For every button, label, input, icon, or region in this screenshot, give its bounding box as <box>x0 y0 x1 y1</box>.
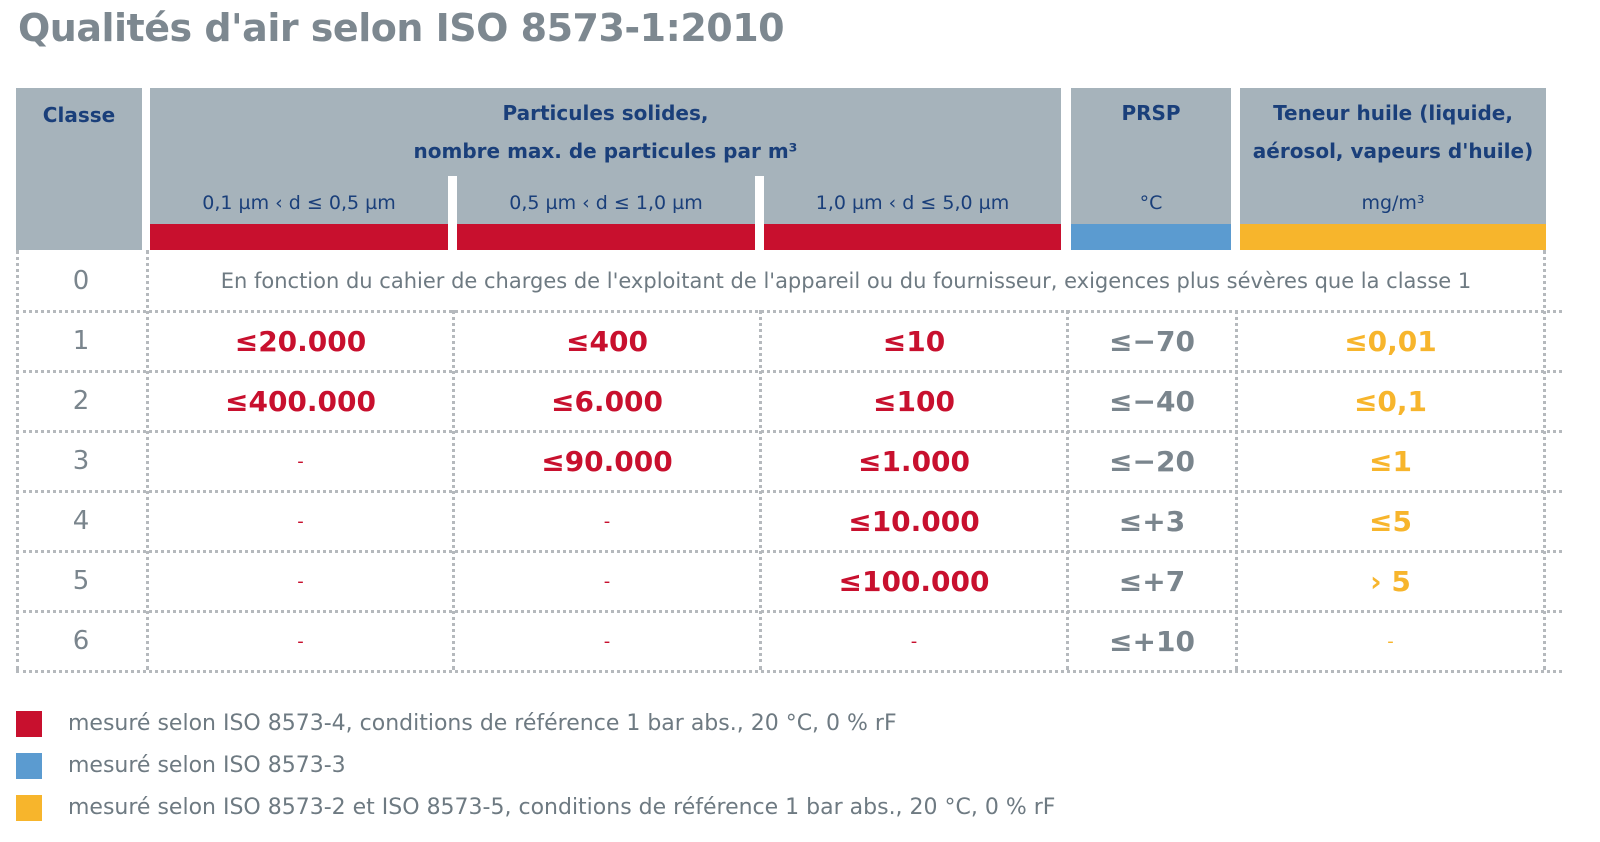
table-row-1-p3: ≤10 <box>882 324 946 358</box>
table-row-1-p2: ≤400 <box>566 324 648 358</box>
table-row-4-p2: - <box>603 510 611 532</box>
row0-classe: 0 <box>72 266 90 296</box>
table-row-2-p2: ≤6.000 <box>550 384 664 418</box>
table-row-4-prsp: ≤+3 <box>1118 504 1186 538</box>
table-row-5-p2: - <box>603 570 611 592</box>
table-row-1-classe: 1 <box>72 326 90 356</box>
grid-line-h3 <box>16 430 1562 433</box>
table-row-2-p1: ≤400.000 <box>225 384 376 418</box>
table-row-5-p1: - <box>297 570 304 592</box>
header-sub1-label: 0,1 µm ‹ d ≤ 0,5 µm <box>202 192 396 214</box>
legend-red-swatch <box>16 711 42 737</box>
grid-line-left <box>16 250 19 670</box>
table-row-5-p3: ≤100.000 <box>838 564 990 598</box>
table-row-6-p2: - <box>603 630 611 652</box>
grid-line-bottom <box>16 670 1562 673</box>
table-row-1-p1: ≤20.000 <box>234 324 367 358</box>
table-row-3-p2: ≤90.000 <box>541 444 673 478</box>
header-sub3: 1,0 µm ‹ d ≤ 5,0 µm <box>764 176 1061 224</box>
table-row-3-p1: - <box>297 450 304 472</box>
table-row-1-oil: ≤0,01 <box>1344 324 1437 358</box>
legend-blue-swatch <box>16 753 42 779</box>
legend-yellow-swatch <box>16 795 42 821</box>
header-classe: Classe <box>16 88 142 250</box>
grid-line-h5 <box>16 550 1562 553</box>
header-sub1: 0,1 µm ‹ d ≤ 0,5 µm <box>150 176 448 224</box>
page-title: Qualités d'air selon ISO 8573-1:2010 <box>18 6 785 50</box>
grid-line-classe <box>146 250 149 670</box>
grid-line-h2 <box>16 370 1562 373</box>
table-row-6-p3: - <box>910 630 918 652</box>
table-row-4-p3: ≤10.000 <box>848 504 980 538</box>
table-row-3-p3: ≤1.000 <box>857 444 971 478</box>
red-bar-1 <box>150 224 448 250</box>
yellow-bar <box>1240 224 1546 250</box>
table-row-6-prsp: ≤+10 <box>1109 624 1195 658</box>
table-row-2-oil: ≤0,1 <box>1353 384 1428 418</box>
header-sub2-label: 0,5 µm ‹ d ≤ 1,0 µm <box>509 192 703 214</box>
table-row-4-classe: 4 <box>72 506 90 536</box>
table-row-6-classe: 6 <box>72 626 90 656</box>
table-row-6-p1: - <box>297 630 304 652</box>
header-sub3-label: 1,0 µm ‹ d ≤ 5,0 µm <box>815 192 1010 214</box>
table-row-4-p1: - <box>297 510 304 532</box>
table-row-3-classe: 3 <box>72 446 90 476</box>
table-row-5-classe: 5 <box>72 566 90 596</box>
header-oil-line1: Teneur huile (liquide, <box>1273 101 1513 125</box>
table-row-2-classe: 2 <box>72 386 90 416</box>
legend-blue-text: mesuré selon ISO 8573-3 <box>68 753 346 778</box>
header-particles-line1: Particules solides, <box>502 101 709 125</box>
table-row-6-oil: - <box>1387 630 1394 652</box>
red-bar-3 <box>764 224 1061 250</box>
grid-line-h6 <box>16 610 1562 613</box>
row0-text: En fonction du cahier de charges de l'ex… <box>220 269 1472 293</box>
header-oil: Teneur huile (liquide, aérosol, vapeurs … <box>1240 88 1546 224</box>
grid-line-h1 <box>16 310 1562 313</box>
header-sub2: 0,5 µm ‹ d ≤ 1,0 µm <box>457 176 755 224</box>
table-row-5-prsp: ≤+7 <box>1118 564 1186 598</box>
grid-line-h4 <box>16 490 1562 493</box>
table-row-4-oil: ≤5 <box>1369 504 1412 538</box>
header-prsp-unit: °C <box>1139 192 1163 214</box>
table-row-3-oil: ≤1 <box>1369 444 1412 478</box>
table-row-3-prsp: ≤−20 <box>1109 444 1195 478</box>
header-oil-unit: mg/m³ <box>1361 192 1425 214</box>
header-oil-line2: aérosol, vapeurs d'huile) <box>1252 139 1534 163</box>
red-bar-2 <box>457 224 755 250</box>
table-row-2-p3: ≤100 <box>873 384 955 418</box>
header-prsp: PRSP °C <box>1071 88 1231 224</box>
table-row-5-oil: › 5 <box>1370 564 1411 598</box>
grid-line-right <box>1543 250 1546 670</box>
legend-red-text: mesuré selon ISO 8573-4, conditions de r… <box>68 711 897 736</box>
table-row-2-prsp: ≤−40 <box>1109 384 1195 418</box>
header-particles-line2: nombre max. de particules par m³ <box>413 139 798 163</box>
header-classe-label: Classe <box>42 103 116 127</box>
header-particles: Particules solides, nombre max. de parti… <box>150 88 1061 176</box>
blue-bar <box>1071 224 1231 250</box>
header-prsp-label: PRSP <box>1121 101 1181 125</box>
table-row-1-prsp: ≤−70 <box>1109 324 1195 358</box>
legend-yellow-text: mesuré selon ISO 8573-2 et ISO 8573-5, c… <box>68 795 1056 820</box>
